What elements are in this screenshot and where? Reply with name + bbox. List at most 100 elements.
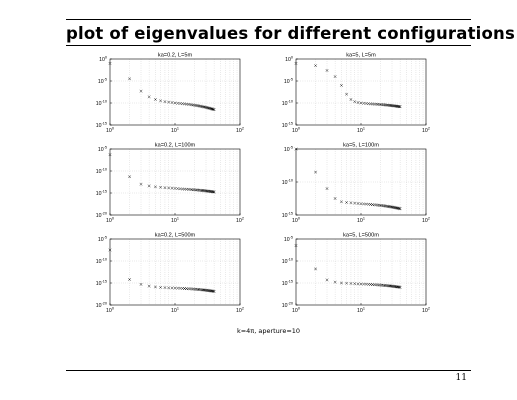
data-point <box>349 281 353 285</box>
y-tick-label: 10-5 <box>284 145 293 153</box>
data-point <box>349 98 353 101</box>
data-point <box>147 95 151 99</box>
x-tick-label: 102 <box>422 126 430 134</box>
y-tick-label: 10-15 <box>282 279 293 287</box>
subplot-3: ka=0.2, L=100m 100 101 102 10-5 10-10 10-15 10-… <box>96 143 244 225</box>
x-tick-label: 102 <box>236 216 244 224</box>
data-point <box>211 289 215 293</box>
x-tick-label: 100 <box>106 306 114 314</box>
data-point <box>199 104 203 108</box>
data-point <box>397 285 401 289</box>
x-tick-label: 101 <box>171 216 179 224</box>
subplot-title: ka=0.2, L=100m <box>155 143 196 149</box>
y-tick-label: 10-10 <box>96 99 107 107</box>
data-point <box>381 103 385 107</box>
data-point <box>314 170 318 174</box>
data-point <box>197 188 200 192</box>
y-tick-label: 10-10 <box>282 178 293 186</box>
x-tick-label: 100 <box>106 216 114 224</box>
data-point <box>397 207 401 210</box>
data-point <box>198 104 202 108</box>
data-point <box>314 267 318 271</box>
data-point <box>345 281 349 285</box>
data-point <box>212 289 216 293</box>
data-point <box>333 75 337 79</box>
data-point <box>353 100 357 104</box>
subplot-5: ka=0.2, L=500m 100 101 102 10-5 10-10 10-15 10-… <box>96 233 244 315</box>
y-tick-label: 100 <box>99 55 107 63</box>
data-point <box>139 89 143 93</box>
data-point <box>364 202 368 206</box>
y-tick-label: 100 <box>285 55 293 63</box>
data-point <box>170 186 174 190</box>
data-point <box>159 99 163 103</box>
data-point <box>397 105 401 109</box>
data-point <box>345 201 349 204</box>
data-point <box>339 83 343 87</box>
data-point <box>163 286 167 290</box>
data-point <box>325 187 329 191</box>
data-point <box>128 175 132 179</box>
data-point <box>128 77 132 81</box>
data-point <box>204 105 208 109</box>
data-point <box>362 282 366 286</box>
data-point <box>211 107 215 111</box>
data-point <box>176 101 180 105</box>
data-point <box>194 188 198 192</box>
data-point <box>167 186 171 190</box>
data-point <box>353 201 357 205</box>
y-tick-label: 10-10 <box>282 257 293 265</box>
data-point <box>195 188 199 192</box>
data-point <box>359 282 363 286</box>
data-point <box>353 282 357 286</box>
data-point <box>163 100 167 104</box>
x-tick-label: 101 <box>171 126 179 134</box>
x-tick-label: 101 <box>357 126 365 134</box>
data-point <box>364 282 368 286</box>
data-point <box>108 153 112 157</box>
data-point <box>339 281 343 285</box>
data-point <box>139 282 143 286</box>
data-point <box>108 61 112 65</box>
data-point <box>383 103 386 107</box>
y-tick-label: 10-10 <box>96 257 107 265</box>
data-point <box>325 68 329 72</box>
data-point <box>359 101 363 105</box>
x-tick-label: 102 <box>422 216 430 224</box>
y-tick-label: 10-15 <box>96 121 107 129</box>
data-point <box>383 204 386 208</box>
data-point <box>383 283 386 287</box>
data-point <box>147 184 151 188</box>
y-tick-label: 10-5 <box>98 235 107 243</box>
subplot-4: ka=5, L=100m 100 101 102 10-5 10-10 10-15 <box>282 143 430 225</box>
data-point <box>356 101 360 105</box>
data-point <box>339 200 343 204</box>
data-point <box>381 204 385 208</box>
subplot-title: ka=5, L=5m <box>346 53 376 59</box>
data-point <box>205 106 209 110</box>
data-point <box>211 190 215 194</box>
data-point <box>345 92 349 96</box>
data-point <box>163 186 167 190</box>
x-tick-label: 102 <box>236 306 244 314</box>
data-point <box>208 106 212 110</box>
y-tick-label: 10-20 <box>96 301 107 309</box>
data-point <box>359 202 363 206</box>
bottom-rule <box>66 370 471 371</box>
subplot-title: ka=5, L=500m <box>343 233 379 239</box>
data-point <box>153 185 157 189</box>
data-point <box>108 248 112 252</box>
y-tick-label: 10-15 <box>282 121 293 129</box>
x-tick-label: 100 <box>292 216 300 224</box>
data-point <box>159 185 163 189</box>
data-point <box>362 202 366 206</box>
data-point <box>356 201 360 205</box>
data-point <box>173 286 177 290</box>
data-point <box>176 286 180 290</box>
y-tick-label: 10-5 <box>98 145 107 153</box>
data-point <box>333 197 337 200</box>
x-tick-label: 101 <box>357 216 365 224</box>
data-point <box>380 283 384 287</box>
data-point <box>197 288 200 291</box>
data-point <box>356 282 360 286</box>
